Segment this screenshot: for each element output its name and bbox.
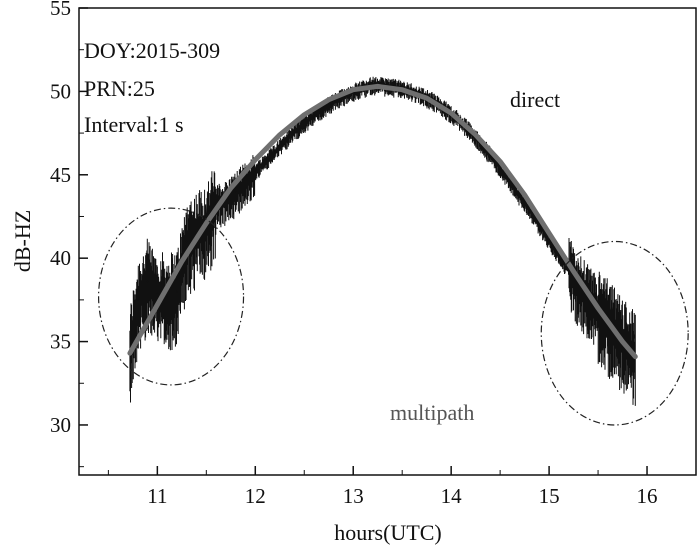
direct-trend-point — [547, 231, 551, 235]
direct-trend-point — [621, 340, 625, 344]
snr-point — [185, 240, 188, 243]
direct-trend-point — [474, 133, 478, 137]
snr-point — [274, 150, 276, 153]
y-tick-label-55: 55 — [50, 0, 71, 20]
y-tick-label-40: 40 — [50, 246, 71, 270]
x-axis-title: hours(UTC) — [334, 520, 442, 545]
direct-trend-point — [278, 133, 282, 137]
multipath-regions — [97, 207, 689, 426]
direct-trend-point — [253, 158, 257, 162]
snr-point — [313, 113, 315, 116]
info-interval: Interval:1 s — [84, 112, 184, 137]
info-doy: DOY:2015-309 — [84, 38, 220, 63]
y-tick-label-45: 45 — [50, 163, 71, 187]
direct-trend-point — [523, 193, 527, 197]
x-tick-label-15: 15 — [539, 484, 560, 508]
multipath-ellipse-2 — [540, 240, 689, 426]
snr-point — [528, 209, 531, 211]
snr-point — [156, 292, 159, 295]
snr-point — [567, 269, 570, 271]
direct-trend-point — [327, 98, 331, 102]
direct-trend-line — [127, 83, 638, 360]
y-axis-title: dB-HZ — [10, 210, 35, 272]
direct-trend-point — [302, 113, 306, 117]
direct-trend-point — [425, 96, 429, 100]
direct-trend-point — [128, 351, 132, 355]
snr-point — [254, 170, 257, 173]
info-prn: PRN:25 — [84, 76, 155, 101]
snr-point — [293, 130, 296, 133]
direct-trend-point — [633, 355, 637, 359]
direct-trend-point — [180, 260, 184, 264]
axis-ticks: 30 35 40 45 50 55 11 12 13 14 15 16 — [50, 0, 658, 508]
snr-point — [136, 299, 139, 301]
y-tick-label-30: 30 — [50, 413, 71, 437]
x-tick-label-13: 13 — [343, 484, 364, 508]
series-lines — [127, 83, 638, 360]
snr-point — [509, 180, 511, 183]
snr-point — [332, 100, 335, 103]
snr-point — [166, 295, 168, 298]
snr-point — [548, 239, 550, 241]
x-tick-label-11: 11 — [147, 484, 167, 508]
x-tick-label-14: 14 — [441, 484, 463, 508]
y-tick-label-35: 35 — [50, 330, 71, 354]
plot-frame — [78, 7, 697, 476]
x-tick-label-12: 12 — [245, 484, 266, 508]
direct-trend-point — [229, 186, 233, 190]
direct-trend-point — [572, 270, 576, 274]
direct-label: direct — [510, 87, 560, 112]
direct-trend-point — [498, 159, 502, 163]
direct-trend-point — [376, 84, 380, 88]
direct-trend-point — [400, 88, 404, 92]
direct-trend-point — [351, 88, 355, 92]
direct-trend-point — [449, 111, 453, 115]
multipath-ellipse-1 — [97, 207, 245, 386]
snr-point — [146, 280, 149, 283]
x-tick-label-16: 16 — [637, 484, 658, 508]
y-tick-label-50: 50 — [50, 79, 71, 103]
multipath-label: multipath — [390, 400, 474, 425]
direct-trend-point — [155, 303, 159, 307]
snr-point — [176, 290, 178, 293]
direct-trend-point — [204, 221, 208, 225]
minor-ticks — [79, 49, 599, 475]
snr-point — [234, 190, 237, 193]
direct-trend-point — [596, 306, 600, 310]
